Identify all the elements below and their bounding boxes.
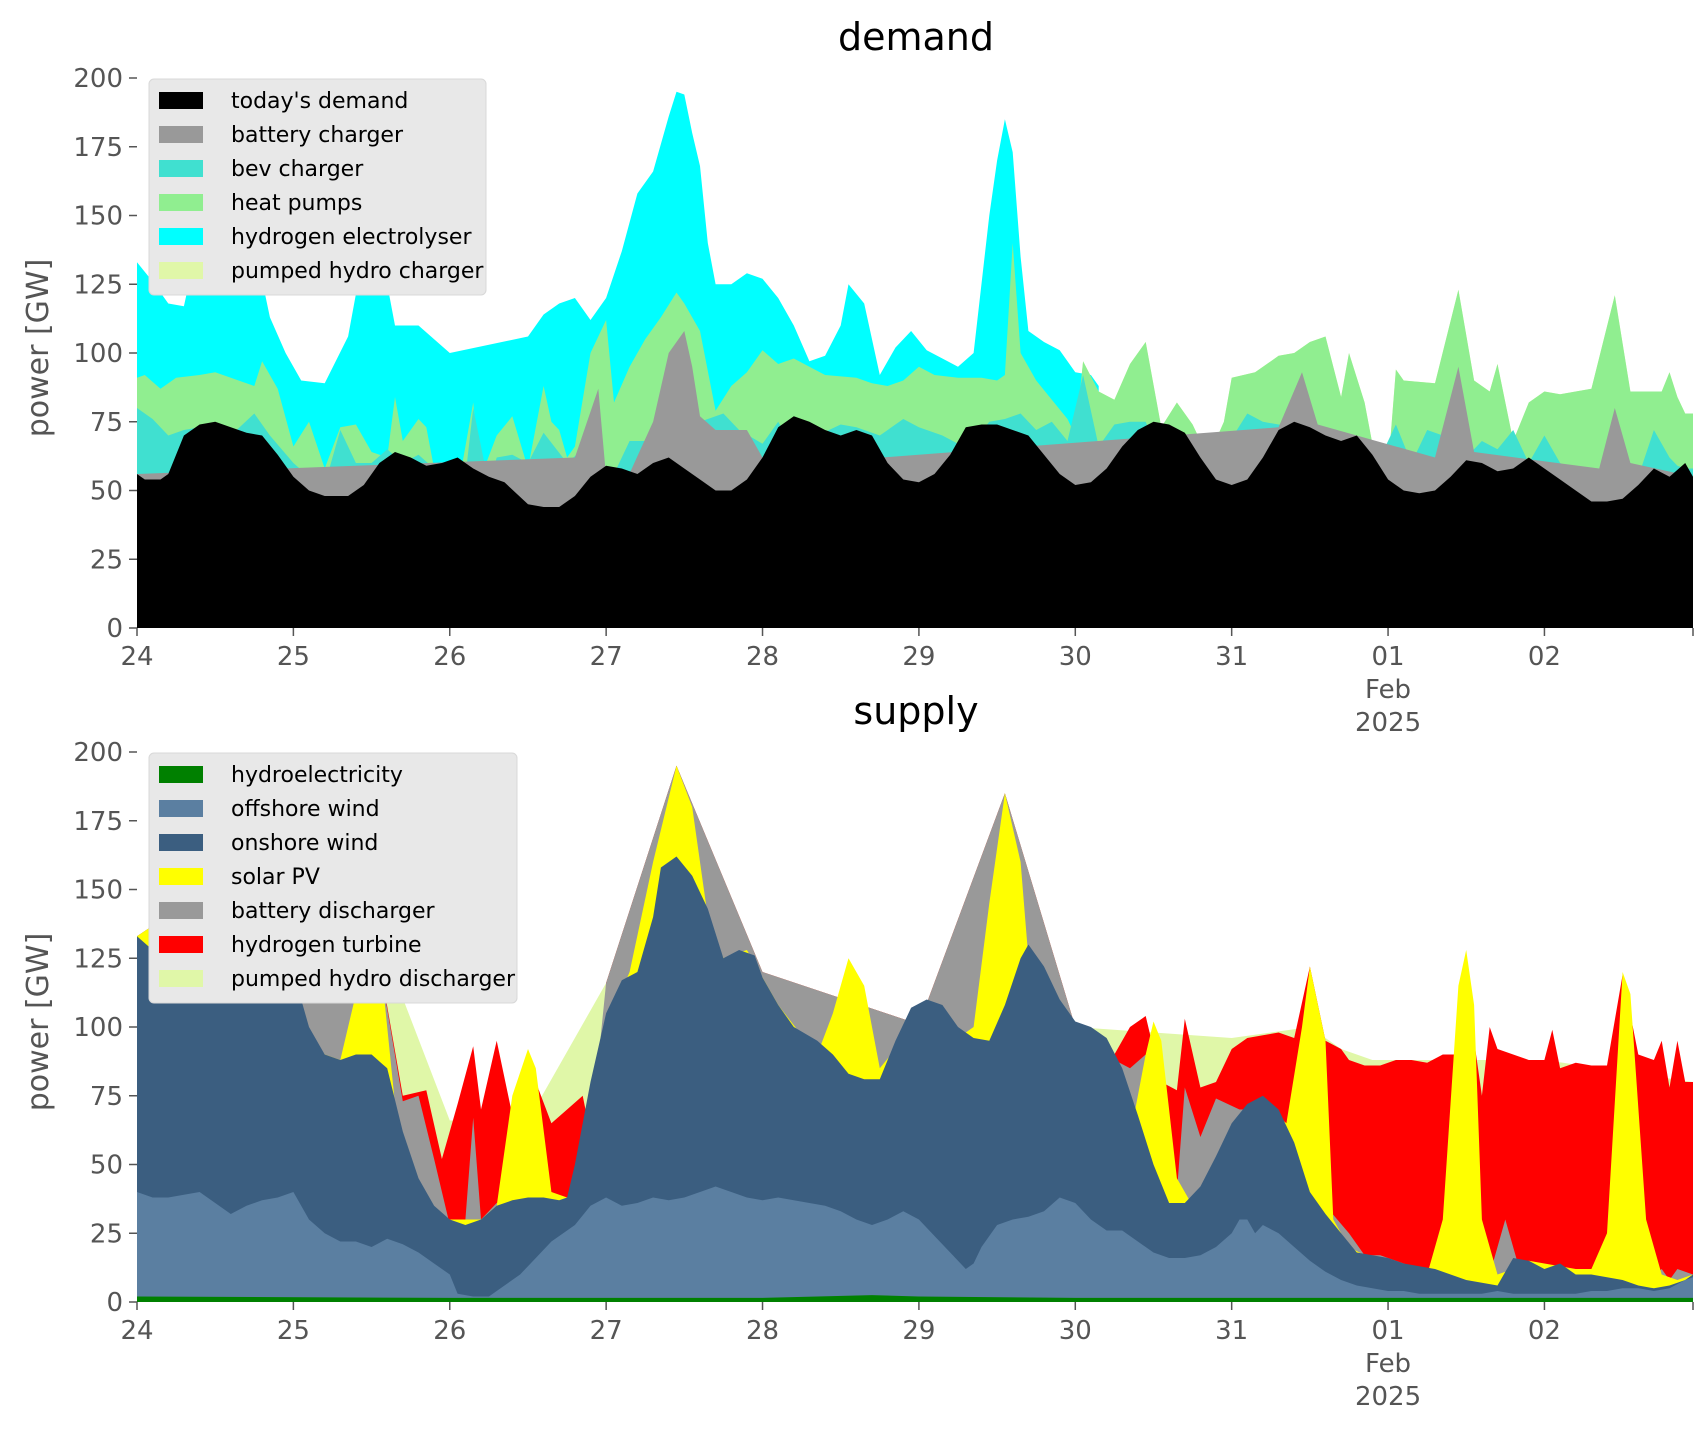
- area-offshore-wind: [137, 1186, 1693, 1302]
- x-tick-label: 29: [902, 642, 935, 672]
- legend: today's demand battery charger bev charger…: [148, 78, 487, 296]
- legend-item-label: hydrogen turbine: [231, 933, 422, 958]
- y-axis: 0 25 50 75 100 125 150 175 200: [73, 738, 137, 1318]
- legend-swatch: [159, 160, 203, 177]
- y-tick-label: 200: [73, 64, 123, 94]
- chart-title: demand: [838, 15, 994, 59]
- y-tick-label: 100: [73, 339, 123, 369]
- y-tick-label: 100: [73, 1013, 123, 1043]
- y-tick-label: 50: [90, 1151, 123, 1181]
- y-tick-label: 25: [90, 545, 123, 575]
- x-tick-label: 24: [120, 642, 153, 672]
- demand-panel: demand power [GW] 0 25 50 75 100 125 150 175 200…: [21, 15, 1694, 738]
- y-tick-label: 150: [73, 876, 123, 906]
- legend-frame: [148, 752, 518, 1004]
- legend-swatch: [159, 228, 203, 245]
- x-axis: 24 25 26 27 28 29 30 31 01 Feb 2025 02: [120, 1302, 1694, 1412]
- legend-item-label: pumped hydro discharger: [231, 967, 516, 992]
- legend-swatch: [159, 262, 203, 279]
- x-tick-label: 01 Feb 2025: [1355, 642, 1421, 738]
- y-tick-label: 175: [73, 807, 123, 837]
- area-today-s-demand: [137, 416, 1693, 628]
- supply-panel: supply power [GW] 0 25 50 75 100 125 150 175 200…: [21, 689, 1694, 1412]
- legend: hydroelectricity offshore wind onshore win…: [148, 752, 518, 1004]
- legend-item-label: today's demand: [231, 89, 408, 114]
- legend-swatch: [159, 766, 203, 783]
- x-tick-label: 25: [277, 642, 310, 672]
- legend-swatch: [159, 194, 203, 211]
- x-tick-label: 30: [1059, 1316, 1092, 1346]
- x-tick-label: 29: [902, 1316, 935, 1346]
- legend-item-label: battery discharger: [231, 899, 436, 924]
- y-tick-label: 125: [73, 944, 123, 974]
- x-tick-label: 24: [120, 1316, 153, 1346]
- legend-item-label: heat pumps: [231, 191, 362, 216]
- y-tick-label: 150: [73, 202, 123, 232]
- x-tick-label: 27: [590, 1316, 623, 1346]
- y-axis-label: power [GW]: [21, 259, 56, 438]
- x-tick-label: 02: [1528, 642, 1561, 672]
- y-tick-label: 0: [106, 614, 123, 644]
- x-tick-label: 26: [433, 642, 466, 672]
- legend-item-label: battery charger: [231, 123, 404, 148]
- x-tick-label: 02: [1528, 1316, 1561, 1346]
- legend-swatch: [159, 970, 203, 987]
- x-tick-label: 28: [746, 642, 779, 672]
- x-axis: 24 25 26 27 28 29 30 31 01 Feb 2025 02: [120, 628, 1694, 738]
- legend-item-label: offshore wind: [231, 797, 380, 822]
- chart-title: supply: [853, 689, 978, 733]
- y-tick-label: 200: [73, 738, 123, 768]
- legend-item-label: pumped hydro charger: [231, 259, 484, 284]
- x-tick-label: 26: [433, 1316, 466, 1346]
- area-onshore-wind: [137, 856, 1693, 1302]
- legend-item-label: solar PV: [231, 865, 320, 890]
- legend-swatch: [159, 834, 203, 851]
- legend-swatch: [159, 936, 203, 953]
- y-axis: 0 25 50 75 100 125 150 175 200: [73, 64, 137, 644]
- legend-item-label: hydroelectricity: [231, 763, 403, 788]
- y-tick-label: 75: [90, 1082, 123, 1112]
- legend-swatch: [159, 92, 203, 109]
- series-areas: [137, 91, 1693, 629]
- y-tick-label: 175: [73, 133, 123, 163]
- x-tick-label: 31: [1215, 642, 1248, 672]
- legend-frame: [148, 78, 487, 296]
- legend-item-label: hydrogen electrolyser: [231, 225, 472, 250]
- y-tick-label: 0: [106, 1288, 123, 1318]
- y-tick-label: 50: [90, 477, 123, 507]
- x-tick-label: 31: [1215, 1316, 1248, 1346]
- x-tick-label: 01 Feb 2025: [1355, 1316, 1421, 1412]
- y-axis-label: power [GW]: [21, 933, 56, 1112]
- x-tick-label: 30: [1059, 642, 1092, 672]
- x-tick-label: 25: [277, 1316, 310, 1346]
- legend-swatch: [159, 800, 203, 817]
- y-tick-label: 25: [90, 1219, 123, 1249]
- series-areas: [137, 765, 1693, 1302]
- legend-item-label: bev charger: [231, 157, 364, 182]
- legend-swatch: [159, 126, 203, 143]
- legend-swatch: [159, 868, 203, 885]
- legend-swatch: [159, 902, 203, 919]
- area-hydroelectricity: [137, 1295, 1693, 1302]
- legend-item-label: onshore wind: [231, 831, 378, 856]
- x-tick-label: 27: [590, 642, 623, 672]
- y-tick-label: 75: [90, 408, 123, 438]
- x-tick-label: 28: [746, 1316, 779, 1346]
- y-tick-label: 125: [73, 270, 123, 300]
